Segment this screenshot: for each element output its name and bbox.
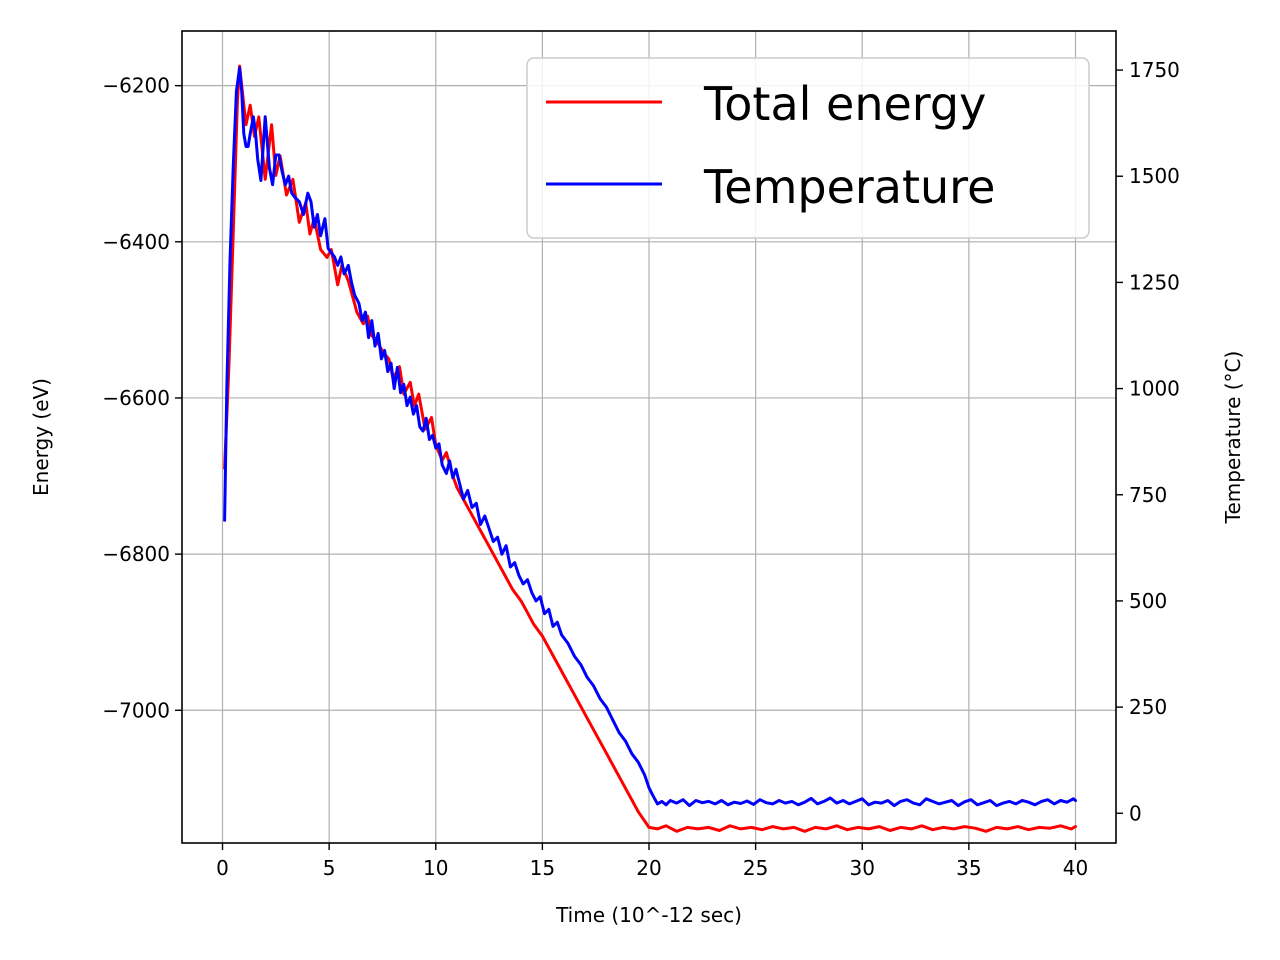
x-tick-label: 30 <box>850 856 875 880</box>
left-y-tick-label: −7000 <box>102 698 170 722</box>
x-tick-label: 15 <box>530 856 555 880</box>
left-y-axis: −6200 −6400 −6600 −6800 −7000 <box>102 74 182 722</box>
right-y-tick-label: 250 <box>1129 695 1167 719</box>
series-line-temperature <box>223 66 1077 808</box>
x-axis-label: Time (10^-12 sec) <box>555 903 742 927</box>
left-y-tick-label: −6600 <box>102 386 170 410</box>
left-y-tick-label: −6400 <box>102 230 170 254</box>
right-y-tick-label: 500 <box>1129 589 1167 613</box>
right-y-axis-label: Temperature (°C) <box>1221 351 1245 525</box>
right-y-tick-label: 750 <box>1129 483 1167 507</box>
x-tick-label: 5 <box>323 856 336 880</box>
legend-label-temperature: Temperature <box>703 160 995 214</box>
series-line-total-energy <box>223 64 1077 833</box>
series-layer <box>223 64 1077 833</box>
legend-box <box>526 57 1090 239</box>
left-y-tick-label: −6200 <box>102 74 170 98</box>
left-y-tick-label: −6800 <box>102 542 170 566</box>
x-tick-label: 40 <box>1063 856 1088 880</box>
x-tick-label: 20 <box>636 856 661 880</box>
legend: Total energy Temperature <box>526 57 1090 239</box>
right-y-tick-label: 1750 <box>1129 58 1180 82</box>
right-y-tick-label: 1500 <box>1129 164 1180 188</box>
x-tick-label: 25 <box>743 856 768 880</box>
right-y-tick-label: 0 <box>1129 801 1142 825</box>
right-y-axis: 1750 1500 1250 1000 750 500 250 0 <box>1116 58 1180 825</box>
x-tick-label: 10 <box>423 856 448 880</box>
x-tick-label: 0 <box>216 856 229 880</box>
legend-label-total-energy: Total energy <box>703 77 986 131</box>
x-tick-label: 35 <box>956 856 981 880</box>
right-y-tick-label: 1000 <box>1129 377 1180 401</box>
right-y-tick-label: 1250 <box>1129 270 1180 294</box>
x-axis: 0 5 10 15 20 25 30 35 40 <box>216 843 1088 880</box>
left-y-axis-label: Energy (eV) <box>29 378 53 496</box>
